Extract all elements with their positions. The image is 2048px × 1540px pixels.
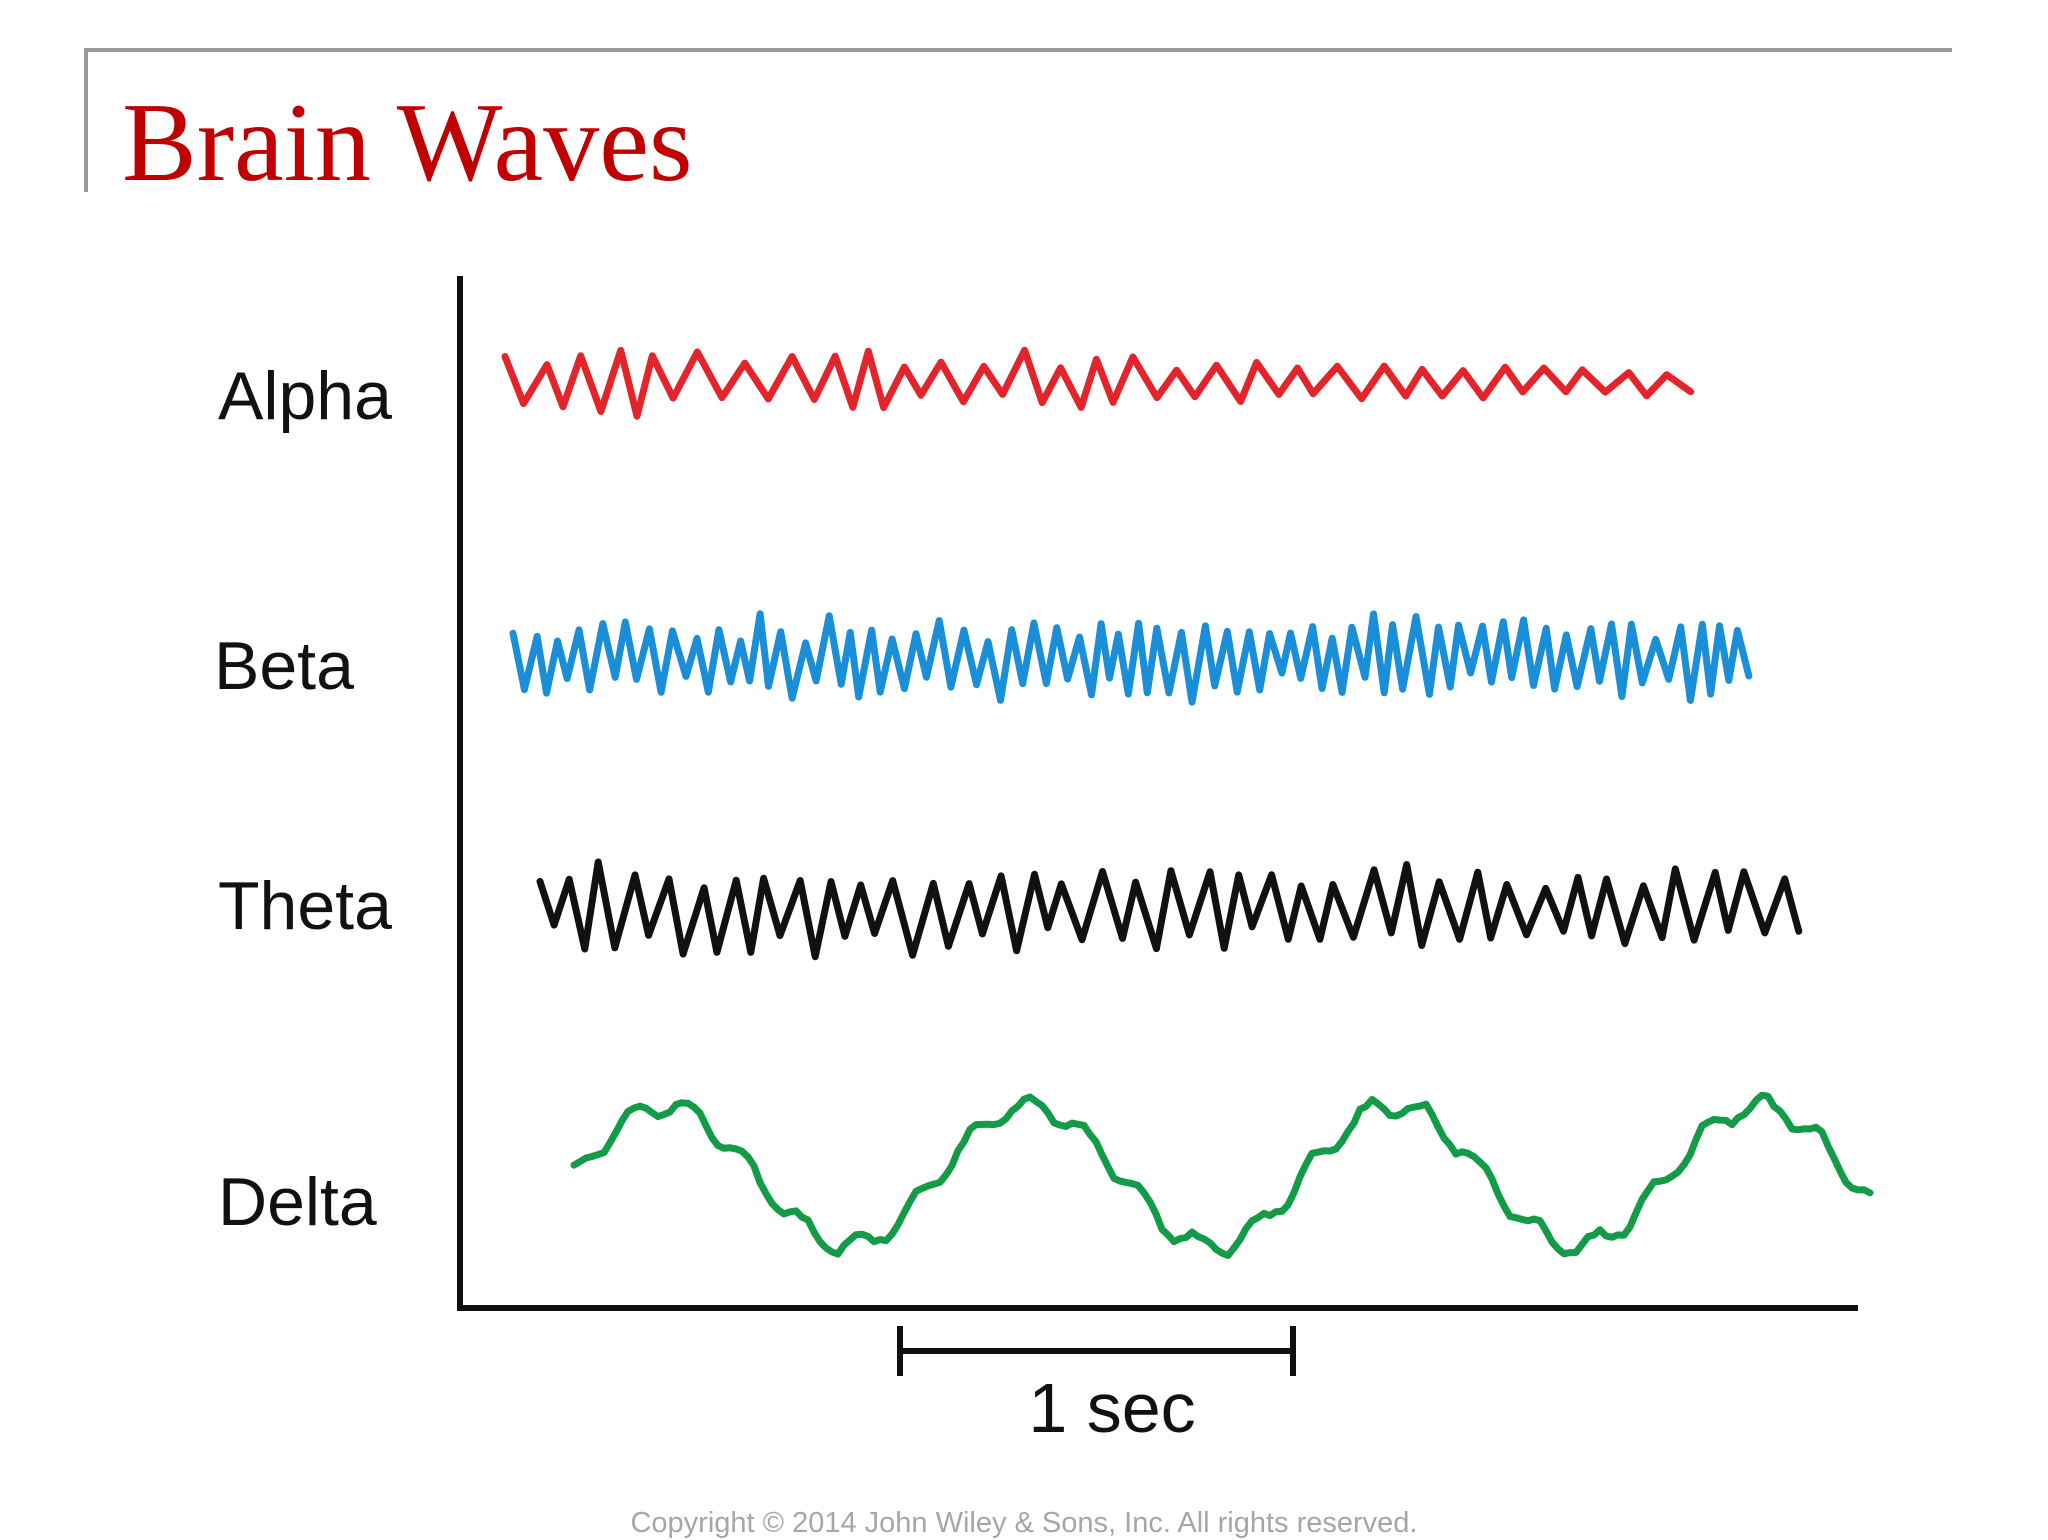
slide-title: Brain Waves bbox=[122, 81, 693, 205]
beta-wave bbox=[509, 610, 1753, 706]
alpha-label: Alpha bbox=[218, 358, 392, 434]
copyright-notice: Copyright © 2014 John Wiley & Sons, Inc.… bbox=[630, 1507, 1418, 1539]
time-scale-label: 1 sec bbox=[1028, 1369, 1196, 1447]
delta-wave bbox=[570, 1091, 1874, 1259]
alpha-wave bbox=[501, 346, 1695, 420]
delta-label: Delta bbox=[218, 1164, 377, 1240]
theta-wave bbox=[536, 858, 1803, 961]
theta-label: Theta bbox=[218, 868, 392, 944]
title-frame bbox=[84, 48, 1952, 192]
time-scale-bar bbox=[897, 1326, 1296, 1376]
beta-label: Beta bbox=[214, 628, 354, 704]
